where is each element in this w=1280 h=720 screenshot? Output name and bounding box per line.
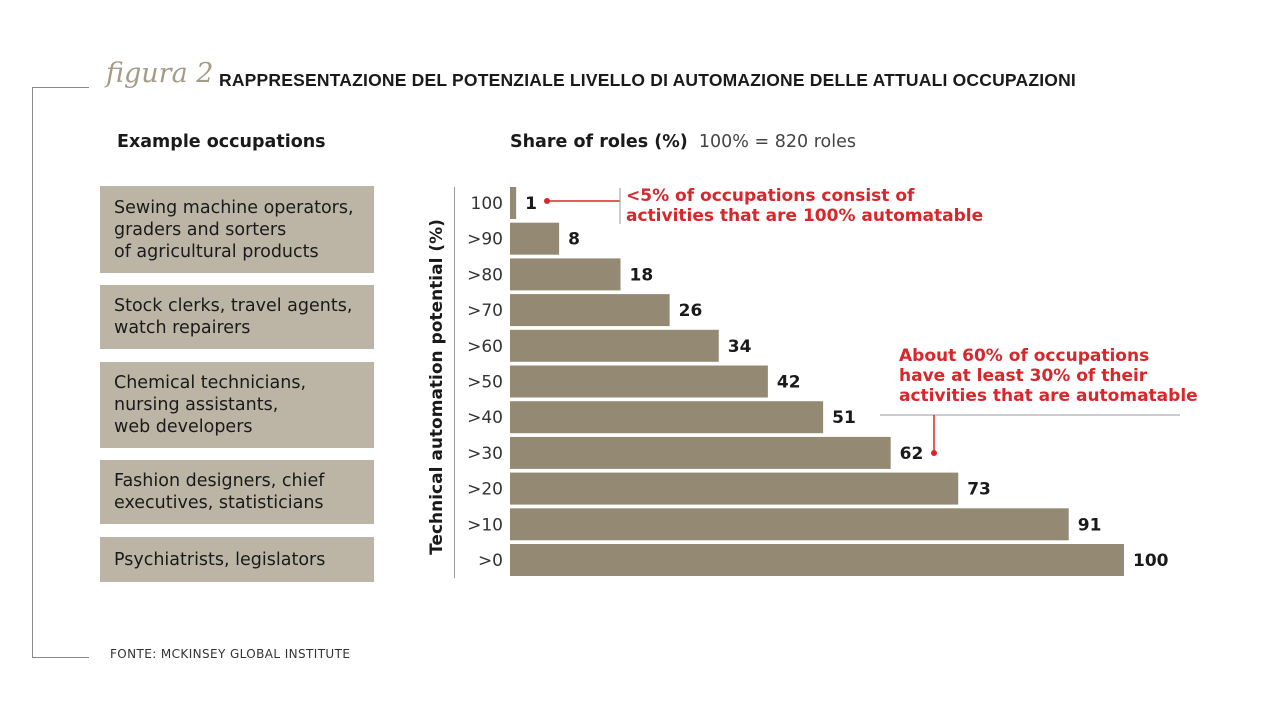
bar — [510, 472, 959, 505]
frame-line-bottom — [32, 657, 89, 658]
y-tick-label: >90 — [467, 230, 503, 250]
bar-value-label: 34 — [728, 337, 752, 357]
bar — [510, 508, 1069, 541]
bar-value-label: 18 — [630, 265, 654, 285]
y-tick-label: 100 — [471, 194, 503, 214]
share-header-note: 100% = 820 roles — [698, 132, 856, 152]
occupations-header: Example occupations — [117, 132, 326, 152]
bar-value-label: 51 — [832, 408, 856, 428]
y-tick-label: >80 — [467, 265, 503, 285]
y-tick-label: >0 — [478, 551, 503, 571]
bar — [510, 365, 768, 398]
annotation-lines — [544, 188, 1180, 456]
bar-value-label: 1 — [525, 194, 537, 214]
annotation-top-dot — [544, 198, 550, 204]
bar — [510, 436, 891, 469]
bars-group: 100 1 >90 8 >80 18 >70 26 >60 34 >50 42 >40 51 >30 62 >2… — [467, 187, 1169, 576]
bar-value-label: 62 — [900, 444, 924, 464]
share-header-label: Share of roles (%) — [510, 132, 688, 152]
y-tick-label: >30 — [467, 444, 503, 464]
bar-value-label: 26 — [679, 301, 703, 321]
annotation-middle-dot — [931, 450, 937, 456]
annotation-middle: About 60% of occupations have at least 3… — [899, 346, 1198, 406]
bar-value-label: 8 — [568, 230, 580, 250]
y-tick-label: >60 — [467, 337, 503, 357]
occupation-box-3: Chemical technicians, nursing assistants… — [100, 362, 374, 448]
occupation-box-2: Stock clerks, travel agents, watch repai… — [100, 285, 374, 349]
bar — [510, 222, 560, 255]
occupation-box-5: Psychiatrists, legislators — [100, 537, 374, 582]
figure-label: figura 2 — [106, 58, 214, 89]
share-header: Share of roles (%) 100% = 820 roles — [510, 132, 856, 152]
bar — [510, 544, 1124, 576]
bar — [510, 187, 517, 219]
source-note: FONTE: MCKINSEY GLOBAL INSTITUTE — [110, 647, 351, 661]
frame-line-top — [32, 87, 89, 88]
bar-value-label: 91 — [1078, 515, 1102, 535]
y-tick-label: >50 — [467, 373, 503, 393]
y-tick-label: >40 — [467, 408, 503, 428]
figure-title: RAPPRESENTAZIONE DEL POTENZIALE LIVELLO … — [219, 70, 1076, 90]
bar — [510, 329, 719, 362]
y-tick-label: >70 — [467, 301, 503, 321]
y-tick-label: >10 — [467, 515, 503, 535]
bar — [510, 258, 621, 291]
bar — [510, 401, 824, 434]
occupation-box-1: Sewing machine operators, graders and so… — [100, 186, 374, 273]
bar-value-label: 42 — [777, 373, 801, 393]
bar-value-label: 100 — [1133, 551, 1169, 571]
bar — [510, 294, 670, 327]
bar-value-label: 73 — [967, 480, 991, 500]
y-tick-label: >20 — [467, 480, 503, 500]
frame-line-left — [32, 87, 33, 657]
occupation-box-4: Fashion designers, chief executives, sta… — [100, 460, 374, 524]
annotation-top: <5% of occupations consist of activities… — [626, 186, 984, 226]
y-axis-line — [454, 187, 455, 578]
